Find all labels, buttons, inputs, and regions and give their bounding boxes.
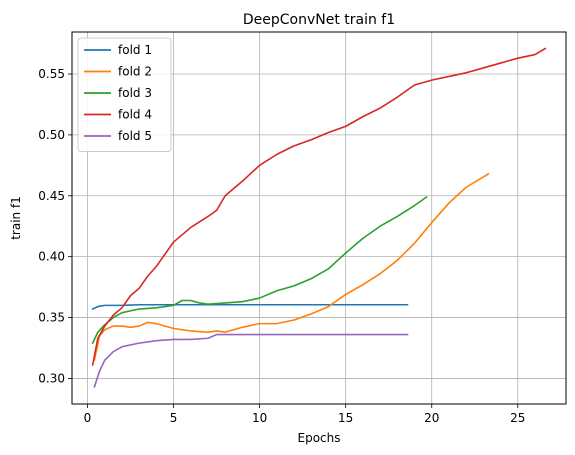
x-tick-label: 0	[84, 411, 92, 425]
series-line-fold-2	[93, 173, 490, 361]
series-line-fold-3	[91, 196, 428, 344]
x-tick-label: 15	[338, 411, 353, 425]
legend: fold 1 fold 2 fold 3 fold 4 fold 5	[77, 37, 172, 152]
legend-label: fold 1	[118, 43, 152, 57]
y-tick-label: 0.50	[38, 128, 65, 142]
y-axis-title: train f1	[9, 196, 23, 240]
plot-frame	[71, 31, 567, 405]
series-layer	[91, 47, 547, 388]
x-tick-label: 25	[510, 411, 525, 425]
legend-label: fold 5	[118, 129, 152, 143]
legend-label: fold 3	[118, 86, 152, 100]
y-tick-label: 0.45	[38, 189, 65, 203]
x-tick-label: 20	[424, 411, 439, 425]
y-tick-label: 0.30	[38, 371, 65, 385]
ticks: 0 5 10 15 20 25 0.30 0.35 0.40 0.45 0.50 0.55	[38, 67, 525, 425]
y-tick-label: 0.35	[38, 311, 65, 325]
legend-box	[77, 37, 172, 152]
series-line-fold-5	[93, 333, 409, 388]
series-line-fold-4	[91, 47, 547, 366]
chart-title: DeepConvNet train f1	[243, 12, 395, 28]
y-tick-label: 0.55	[38, 67, 65, 81]
legend-label: fold 4	[118, 108, 152, 122]
x-tick-label: 10	[252, 411, 267, 425]
x-axis-title: Epochs	[298, 431, 341, 445]
legend-label: fold 2	[118, 65, 152, 79]
x-tick-label: 5	[170, 411, 178, 425]
y-tick-label: 0.40	[38, 250, 65, 264]
